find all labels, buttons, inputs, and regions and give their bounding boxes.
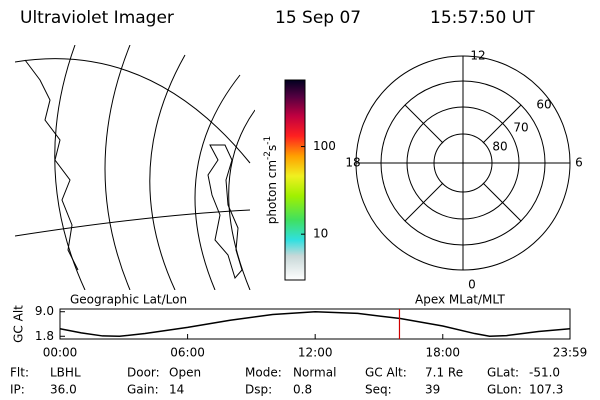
mlt-line — [482, 182, 522, 222]
right-title: Apex MLat/MLT — [415, 293, 505, 307]
colorbar-tick-label: 100 — [313, 139, 336, 153]
field-label: Seq: — [365, 383, 392, 397]
x-tick-label: 18:00 — [425, 346, 460, 360]
map-grid — [15, 209, 251, 237]
field-value: -51.0 — [529, 366, 560, 380]
coastline — [24, 59, 79, 271]
field-label: Flt: — [10, 366, 29, 380]
x-tick-label: 23:59 — [553, 346, 588, 360]
mlt-line — [404, 182, 444, 222]
colorbar — [284, 79, 306, 281]
field-value: 36.0 — [50, 383, 77, 397]
y-tick-label: 1.8 — [35, 329, 54, 343]
x-tick-label: 12:00 — [298, 346, 333, 360]
field-label: GLon: — [487, 383, 522, 397]
map-grid — [194, 74, 241, 290]
field-label: Mode: — [245, 366, 282, 380]
field-label: Gain: — [127, 383, 159, 397]
map-grid — [228, 109, 255, 290]
field-value: 39 — [425, 383, 440, 397]
lat-label: 70 — [513, 121, 528, 135]
lat-label: 60 — [536, 98, 551, 112]
map-grid — [15, 58, 251, 164]
mlt-line — [404, 104, 444, 144]
field-label: IP: — [10, 383, 25, 397]
field-label: GLat: — [487, 366, 519, 380]
label-part: s — [265, 145, 279, 151]
label-part: -1 — [263, 136, 273, 145]
field-value: 107.3 — [529, 383, 563, 397]
polar-plot: 12 6 0 18 60 70 80 — [345, 49, 582, 292]
field-value: 7.1 Re — [425, 366, 463, 380]
field-label: Door: — [127, 366, 160, 380]
field-value: Normal — [293, 366, 336, 380]
hour-label: 18 — [345, 156, 360, 170]
colorbar-label: photon cm-2s-1 — [263, 136, 279, 225]
label-part: photon cm — [265, 160, 279, 224]
x-tick-label: 00:00 — [43, 346, 78, 360]
field-label: GC Alt: — [365, 366, 407, 380]
field-value: LBHL — [50, 366, 81, 380]
label-part: -2 — [263, 151, 273, 160]
mlt-line — [482, 104, 522, 144]
map-grid — [149, 54, 186, 290]
colorbar-tick-label: 10 — [313, 227, 328, 241]
alt-line — [59, 310, 571, 338]
hour-label: 12 — [470, 49, 485, 63]
field-value: Open — [169, 366, 201, 380]
hour-label: 0 — [468, 278, 476, 292]
y-axis-label: GC Alt — [12, 305, 26, 343]
field-value: 0.8 — [293, 383, 312, 397]
time: 15:57:50 UT — [430, 8, 535, 28]
y-tick-label: 9.0 — [35, 304, 54, 318]
x-tick-label: 06:00 — [170, 346, 205, 360]
coastline — [207, 144, 243, 280]
map — [15, 45, 255, 290]
lat-label: 80 — [492, 140, 507, 154]
hour-label: 6 — [575, 156, 583, 170]
field-value: 14 — [169, 383, 184, 397]
field-label: Dsp: — [245, 383, 272, 397]
left-title: Geographic Lat/Lon — [70, 293, 187, 307]
map-grid — [104, 45, 131, 290]
date: 15 Sep 07 — [275, 8, 361, 28]
title: Ultraviolet Imager — [20, 8, 174, 28]
footer: Flt: LBHL Door: Open Mode: Normal GC Alt: 7.1 R… — [10, 366, 563, 397]
